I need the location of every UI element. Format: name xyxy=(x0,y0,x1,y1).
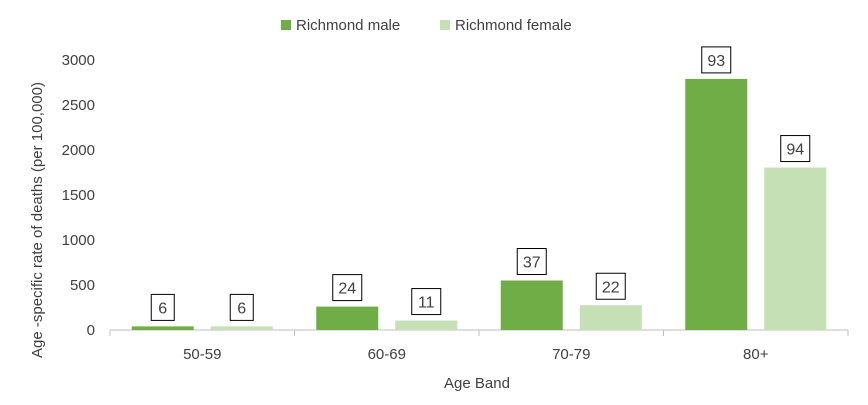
data-label: 24 xyxy=(338,281,356,298)
y-tick-label: 2000 xyxy=(62,142,95,159)
data-label: 93 xyxy=(707,53,725,70)
legend-swatch xyxy=(440,20,450,30)
bar-male xyxy=(685,78,748,331)
y-tick-label: 2500 xyxy=(62,97,95,114)
y-tick-label: 1500 xyxy=(62,187,95,204)
data-label-box xyxy=(411,288,442,316)
data-label-box xyxy=(595,272,626,300)
data-label: 11 xyxy=(418,295,435,312)
y-tick-label: 3000 xyxy=(62,52,95,69)
bar-female xyxy=(210,326,273,330)
y-tick-label: 1000 xyxy=(62,232,95,249)
data-label-box xyxy=(780,135,811,163)
bars xyxy=(131,78,827,331)
bar-male xyxy=(316,306,379,330)
data-label: 37 xyxy=(523,255,541,272)
legend-swatch xyxy=(281,20,291,30)
data-label-box xyxy=(701,46,732,74)
data-label: 22 xyxy=(602,279,620,296)
y-tick-label: 0 xyxy=(87,322,95,339)
data-labels: 6 24 37 93 6 11 22 94 xyxy=(150,46,811,321)
data-label: 6 xyxy=(158,300,167,317)
bar-male xyxy=(500,280,563,330)
data-label-box xyxy=(229,293,254,321)
x-axis-title: Age Band xyxy=(444,375,510,392)
data-label-box xyxy=(332,274,363,302)
y-axis: 0 500 1000 1500 2000 2500 3000 xyxy=(62,52,95,339)
x-tick-label: 70-79 xyxy=(552,346,590,363)
x-tick-label: 50-59 xyxy=(183,346,221,363)
data-label-box xyxy=(150,293,175,321)
x-tick-label: 60-69 xyxy=(368,346,406,363)
legend: Richmond male Richmond female xyxy=(281,17,572,34)
data-label: 6 xyxy=(237,300,246,317)
bar-female xyxy=(395,320,458,330)
x-axis: 50-59 60-69 70-79 80+ xyxy=(109,329,849,363)
bar-female xyxy=(579,305,642,330)
y-tick-label: 500 xyxy=(70,277,95,294)
legend-label: Richmond male xyxy=(296,17,400,34)
data-label: 94 xyxy=(786,142,804,159)
data-label-box xyxy=(516,248,547,275)
bar-female xyxy=(764,167,827,330)
legend-label: Richmond female xyxy=(455,17,572,34)
y-axis-title: Age -specific rate of deaths (per 100,00… xyxy=(29,82,46,358)
x-tick-label: 80+ xyxy=(743,346,769,363)
bar-male xyxy=(131,326,194,330)
